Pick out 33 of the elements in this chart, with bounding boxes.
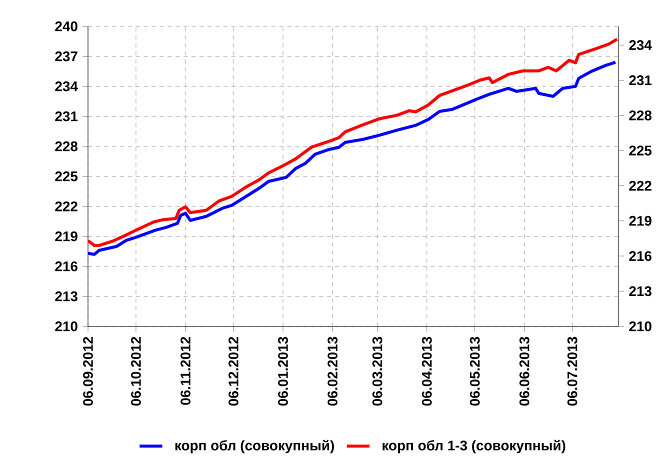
y-tick-label: 237 (55, 51, 78, 62)
x-tick-label: 06.07.2013 (567, 336, 578, 406)
y2-tick-label: 225 (629, 146, 652, 156)
y2-tick-label: 219 (629, 216, 652, 226)
y2-tick-label: 216 (629, 251, 652, 261)
y-tick-label: 234 (55, 81, 78, 92)
y-tick-label: 222 (55, 201, 78, 212)
x-tick-label: 06.02.2013 (328, 336, 338, 406)
y2-tick-label: 213 (629, 286, 652, 296)
x-tick-label: 06.10.2012 (131, 336, 141, 406)
legend-label: корп обл 1-3 (совокупный) (382, 440, 566, 454)
x-tick-label: 06.06.2013 (519, 336, 530, 406)
x-tick-label: 06.12.2012 (228, 336, 238, 406)
y-tick-label: 216 (55, 261, 78, 272)
y-tick-label: 231 (55, 111, 78, 122)
y2-tick-label: 222 (629, 180, 652, 191)
x-tick-label: 06.03.2013 (372, 336, 382, 406)
x-tick-label: 06.11.2012 (180, 336, 190, 405)
y2-tick-label: 231 (629, 75, 652, 86)
x-tick-label: 06.04.2013 (422, 336, 432, 406)
y-tick-label: 210 (55, 321, 78, 332)
y-tick-label: 213 (55, 291, 78, 302)
legend-label: корп обл (совокупный) (175, 440, 334, 454)
x-tick-label: 06.05.2013 (470, 336, 480, 406)
y-tick-label: 240 (55, 21, 78, 32)
y2-tick-label: 234 (629, 40, 652, 50)
x-tick-label: 06.01.2013 (278, 336, 288, 406)
y2-tick-label: 210 (629, 321, 652, 332)
y-tick-label: 219 (55, 231, 78, 242)
y2-tick-label: 228 (629, 110, 652, 120)
y-tick-label: 225 (55, 171, 78, 182)
x-tick-label: 06.09.2012 (83, 336, 93, 406)
y-tick-label: 228 (55, 141, 78, 152)
